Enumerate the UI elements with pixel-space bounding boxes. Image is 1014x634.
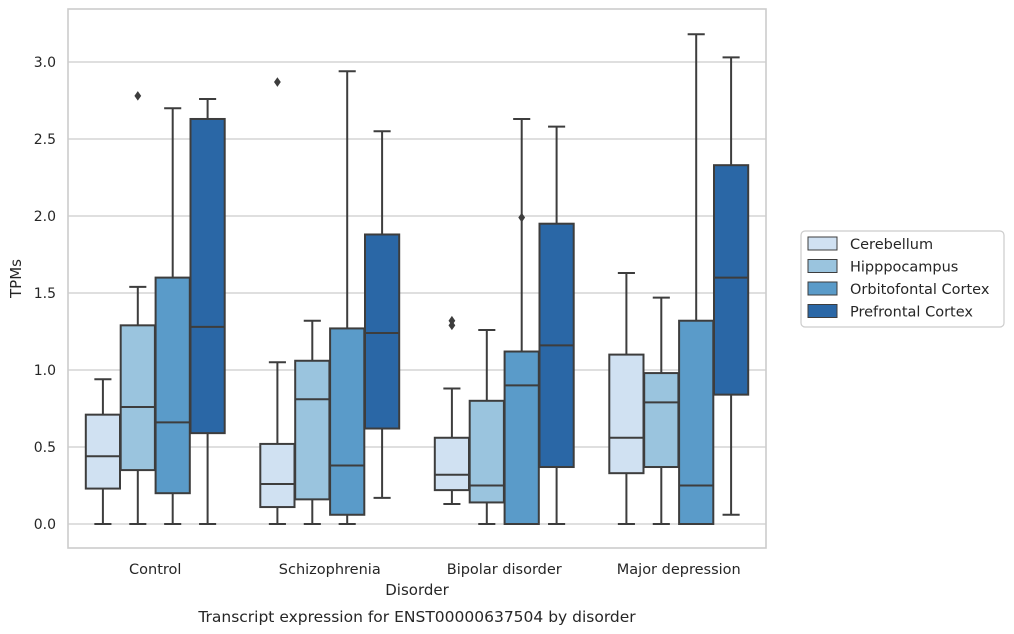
legend-label: Hipppocampus [850, 260, 958, 276]
x-tick-label: Control [129, 562, 181, 578]
iqr-box [433, 436, 471, 492]
box-plot [363, 130, 401, 499]
legend-item: Prefrontal Cortex [807, 304, 973, 321]
box-plot [643, 296, 680, 525]
iqr-box [294, 359, 331, 501]
series-orbitofontal-cortex [154, 33, 715, 525]
iqr-box [329, 327, 366, 516]
iqr-box [503, 350, 540, 525]
iqr-box [154, 276, 191, 495]
box-plot [189, 97, 226, 525]
box-plot [259, 77, 296, 525]
legend-swatch [807, 281, 838, 296]
legend-item: Orbitofontal Cortex [807, 281, 990, 298]
y-tick-label: 0.0 [34, 517, 56, 533]
box-plot [468, 328, 505, 525]
box-plot [294, 319, 331, 525]
iqr-box [119, 324, 156, 472]
y-tick-label: 1.0 [34, 363, 56, 379]
legend-label: Cerebellum [850, 237, 933, 253]
legend-item: Cerebellum [807, 236, 933, 253]
box-plot [154, 107, 191, 525]
box-plot [712, 56, 750, 516]
iqr-box [678, 319, 715, 525]
series-cerebellum [84, 77, 645, 525]
iqr-box [608, 353, 645, 475]
y-tick-label: 2.0 [34, 209, 56, 225]
box-plot [678, 33, 715, 525]
y-tick-label: 3.0 [34, 55, 56, 71]
box-plot [503, 117, 540, 525]
box-plot [84, 378, 122, 525]
y-tick-label: 1.5 [34, 286, 56, 302]
legend-item: Hipppocampus [807, 259, 958, 276]
box-plot [119, 91, 156, 525]
iqr-box [84, 413, 122, 490]
y-tick-labels: 0.0 0.5 1.0 1.5 2.0 2.5 3.0 [34, 55, 56, 533]
y-tick-label: 0.5 [34, 440, 56, 456]
iqr-box [643, 372, 680, 469]
series-prefrontal-cortex [189, 56, 750, 525]
x-tick-label: Schizophrenia [279, 562, 381, 578]
legend-label: Orbitofontal Cortex [850, 282, 990, 298]
iqr-box [259, 442, 296, 509]
chart-caption: Transcript expression for ENST0000063750… [197, 608, 636, 626]
legend-frame [800, 230, 1005, 328]
legend-label: Prefrontal Cortex [850, 305, 973, 321]
x-tick-label: Bipolar disorder [447, 562, 562, 578]
legend-swatch [807, 304, 838, 318]
iqr-box [189, 117, 226, 435]
y-tick-label: 2.5 [34, 132, 56, 148]
outlier-point [448, 315, 456, 326]
y-axis-label: TPMs [7, 259, 25, 299]
iqr-box [712, 164, 750, 396]
box-plot [538, 125, 575, 525]
x-axis-label: Disorder [385, 581, 449, 599]
legend: Cerebellum Hipppocampus Orbitofontal Corte… [800, 230, 1005, 328]
box-plot [608, 271, 645, 525]
plot-frame [67, 8, 767, 549]
x-tick-label: Major depression [617, 562, 741, 578]
legend-swatch [807, 259, 838, 273]
outlier-point [134, 91, 142, 101]
iqr-box [363, 233, 401, 430]
iqr-box [468, 399, 505, 504]
x-tick-labels: Control Schizophrenia Bipolar disorder Majo… [129, 562, 741, 578]
legend-swatch [807, 236, 838, 251]
box-plot [433, 315, 471, 505]
outlier-point [518, 212, 526, 223]
outlier-point [274, 77, 281, 87]
box-series [84, 33, 750, 525]
series-hipppocampus [119, 91, 680, 525]
